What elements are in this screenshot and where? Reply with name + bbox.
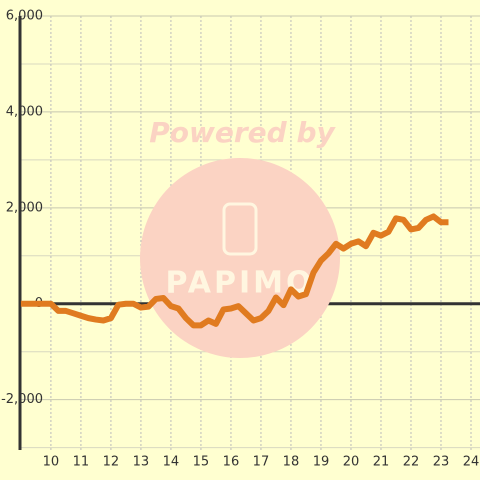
x-tick-label: 14 <box>163 455 180 470</box>
x-tick-label: 15 <box>193 455 210 470</box>
watermark-logo: PAPIMO <box>166 266 315 301</box>
x-tick-label: 13 <box>133 455 150 470</box>
x-tick-label: 21 <box>373 455 390 470</box>
x-tick-label: 22 <box>403 455 420 470</box>
y-tick-label: 4,000 <box>6 104 43 119</box>
y-tick-label: 6,000 <box>6 9 43 24</box>
x-tick-label: 16 <box>223 455 240 470</box>
x-tick-label: 11 <box>73 455 90 470</box>
x-tick-label: 10 <box>43 455 60 470</box>
watermark-circle <box>140 158 340 358</box>
x-tick-label: 17 <box>253 455 270 470</box>
x-tick-label: 24 <box>463 455 480 470</box>
watermark: Powered by <box>149 116 336 149</box>
watermark-icon <box>222 202 258 256</box>
x-tick-label: 23 <box>433 455 450 470</box>
y-tick-label: -2,000 <box>1 392 43 407</box>
x-tick-label: 18 <box>283 455 300 470</box>
x-tick-label: 12 <box>103 455 120 470</box>
x-tick-label: 19 <box>313 455 330 470</box>
x-tick-label: 20 <box>343 455 360 470</box>
y-tick-label: 2,000 <box>6 200 43 215</box>
data-line <box>20 213 449 329</box>
